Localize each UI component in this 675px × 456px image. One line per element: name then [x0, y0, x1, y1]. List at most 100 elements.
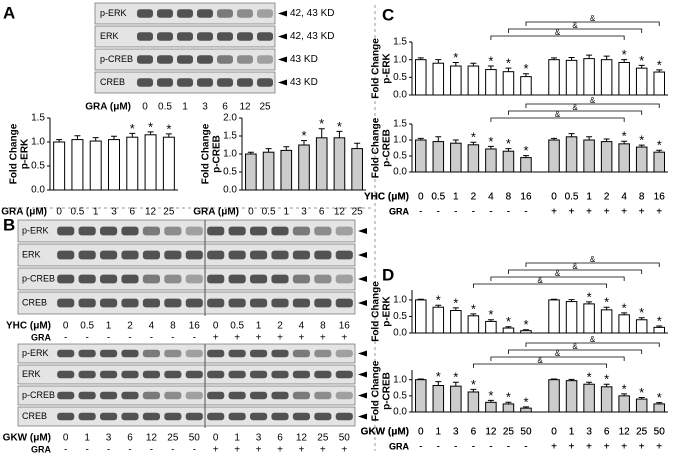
- x-tick-label: 6: [604, 427, 610, 438]
- x-sign: +: [604, 207, 610, 218]
- error-bar: [638, 317, 645, 320]
- lane-label: 3: [106, 433, 112, 444]
- blot-band: [292, 370, 310, 379]
- y-tick-label: 0.0: [31, 185, 45, 196]
- blot-band: [185, 250, 203, 260]
- bar: [600, 386, 613, 413]
- x-sign: -: [507, 442, 510, 453]
- blot-band: [250, 412, 268, 421]
- lane-label: 1: [84, 433, 90, 444]
- x-tick-label: 12: [334, 207, 346, 218]
- blot-band: [314, 391, 332, 400]
- x-sign: +: [551, 207, 557, 218]
- significance-marker: *: [506, 314, 511, 329]
- x-tick-label: 0: [551, 427, 557, 438]
- blot-band: [292, 298, 310, 308]
- y-tick-label: 0.0: [393, 407, 407, 418]
- error-bar: [452, 139, 459, 144]
- blot-band: [228, 391, 246, 400]
- bar: [450, 142, 462, 173]
- blot-band: [228, 349, 246, 358]
- significance-marker: *: [604, 295, 609, 310]
- bar: [618, 143, 630, 173]
- bar: [502, 71, 515, 96]
- comparison-label: &: [555, 269, 561, 278]
- blot-band: [57, 250, 75, 260]
- y-tick-label: 0.5: [223, 167, 237, 178]
- lane-label: 6: [222, 102, 228, 113]
- x-tick-label: 2: [471, 192, 477, 203]
- x-tick-label: 3: [301, 207, 307, 218]
- blot-band: [250, 274, 268, 284]
- y-tick-label: 1.0: [393, 374, 407, 385]
- comparison-bracket: [490, 356, 625, 361]
- x-sign: +: [621, 442, 627, 453]
- bar: [126, 136, 139, 191]
- blot-band: [142, 250, 160, 260]
- significance-marker: *: [506, 136, 511, 151]
- blot-row-label: CREB: [100, 77, 125, 87]
- blot-band: [185, 391, 203, 400]
- blot-band: [121, 250, 139, 260]
- significance-marker: *: [453, 295, 458, 310]
- bar: [467, 391, 480, 413]
- y-tick-label: 0.5: [393, 390, 407, 401]
- x-tick-label: 6: [471, 427, 477, 438]
- x-sign: +: [551, 207, 557, 218]
- blot-band: [250, 250, 268, 260]
- bar: [262, 151, 275, 191]
- x-sign: +: [656, 207, 662, 218]
- blot-band: [335, 298, 353, 308]
- blot-band: [207, 349, 225, 358]
- lane-label: 25: [259, 102, 271, 113]
- significance-marker: *: [523, 317, 528, 332]
- blot-band: [257, 32, 273, 41]
- blot-band: [121, 391, 139, 400]
- x-axis-label: GRA (μM): [1, 207, 47, 218]
- comparison-label: &: [590, 255, 596, 264]
- lane-sign: +: [256, 445, 262, 456]
- x-sign: +: [604, 442, 610, 453]
- y-axis-label: p-CREB: [382, 372, 393, 410]
- significance-marker: *: [622, 129, 627, 144]
- x-sign: -: [437, 442, 440, 453]
- y-tick-label: 1.0: [31, 137, 45, 148]
- lane-label: 6: [127, 433, 133, 444]
- x-tick-label: 3: [453, 427, 459, 438]
- blot-band: [335, 370, 353, 379]
- error-bar: [603, 383, 610, 387]
- significance-marker: *: [130, 121, 135, 136]
- blot-arrow: [278, 56, 287, 63]
- x-tick-label: 3: [586, 427, 592, 438]
- blot-band: [100, 298, 118, 308]
- lane-label: 0: [213, 433, 219, 444]
- blot-row-label: CREB: [22, 297, 47, 307]
- blot-band: [250, 298, 268, 308]
- error-bar: [568, 57, 575, 61]
- x-sign: -: [507, 442, 510, 453]
- blot-band: [137, 9, 153, 18]
- error-bar: [247, 151, 254, 154]
- blot-band: [335, 412, 353, 421]
- blot-band: [250, 391, 268, 400]
- blot-band: [271, 298, 289, 308]
- error-bar: [470, 141, 477, 145]
- lane-label: 50: [189, 433, 201, 444]
- blot-band: [250, 349, 268, 358]
- lane-sign: +: [213, 333, 219, 344]
- significance-marker: *: [471, 301, 476, 316]
- lane-title: GRA: [31, 444, 52, 454]
- error-bar: [568, 378, 575, 381]
- significance-marker: *: [488, 134, 493, 149]
- x-tick-label: 0.5: [565, 192, 579, 203]
- blot-band: [142, 391, 160, 400]
- x-axis-label: GRA: [389, 441, 410, 451]
- x-tick-label: 6: [471, 427, 477, 438]
- x-sign: -: [437, 207, 440, 218]
- blot-band: [137, 55, 153, 64]
- error-bar: [452, 307, 459, 311]
- x-axis-label: GRA: [389, 441, 410, 451]
- y-tick-label: 0.5: [393, 311, 407, 322]
- blot-band: [314, 370, 332, 379]
- x-sign: -: [419, 207, 422, 218]
